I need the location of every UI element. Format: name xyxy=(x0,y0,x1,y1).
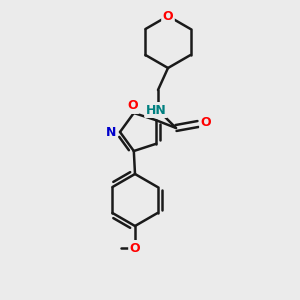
Text: O: O xyxy=(128,100,138,112)
Text: O: O xyxy=(201,116,211,130)
Text: HN: HN xyxy=(146,103,167,116)
Text: O: O xyxy=(163,10,173,22)
Text: N: N xyxy=(106,125,116,139)
Text: O: O xyxy=(130,242,140,254)
